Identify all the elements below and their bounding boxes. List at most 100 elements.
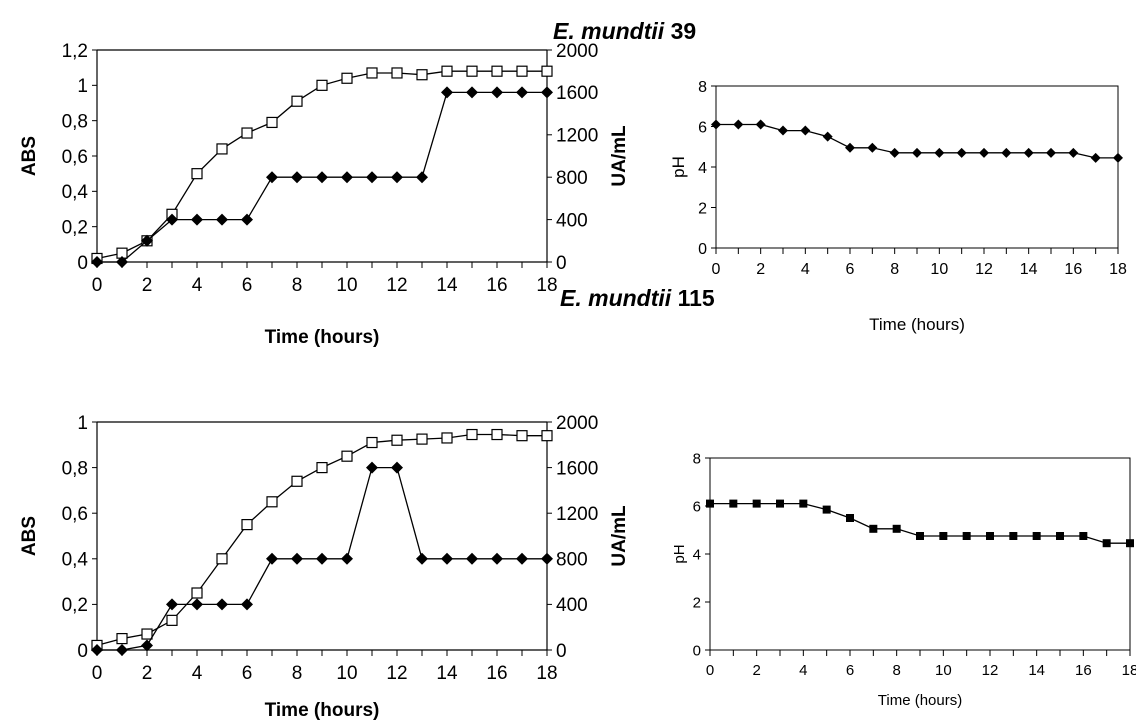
data-point: [979, 147, 989, 158]
strain-title-39: E. mundtii 39: [553, 18, 696, 45]
data-point: [939, 532, 948, 540]
x-tick-label: 10: [935, 662, 952, 679]
x-tick-label: 6: [242, 275, 253, 296]
species-name: E. mundtii: [553, 18, 665, 44]
data-point: [91, 256, 103, 268]
x-tick-label: 8: [292, 275, 303, 296]
y-tick-label: 6: [698, 119, 707, 136]
y2-tick-label: 1600: [556, 83, 598, 104]
data-point: [466, 428, 478, 441]
x-tick-label: 6: [242, 663, 253, 684]
species-name: E. mundtii: [560, 285, 672, 311]
data-point: [316, 79, 328, 91]
data-point: [141, 628, 153, 640]
x-tick-label: 0: [92, 663, 103, 684]
data-point: [706, 499, 714, 508]
data-point: [166, 614, 178, 626]
x-tick-label: 18: [1122, 662, 1136, 679]
data-point: [441, 552, 453, 565]
x-tick-label: 18: [1109, 261, 1127, 278]
data-point: [516, 552, 528, 565]
data-point: [800, 125, 811, 136]
x-tick-label: 14: [1020, 261, 1038, 278]
y-tick-label: 0,4: [62, 550, 89, 571]
data-point: [491, 552, 503, 565]
x-tick-label: 12: [975, 261, 993, 278]
data-point: [986, 532, 994, 540]
y-tick-label: 0,6: [62, 504, 88, 525]
data-point: [776, 499, 784, 508]
data-point: [116, 644, 128, 656]
y2-axis-label: UA/mL: [609, 125, 630, 187]
data-point: [366, 171, 378, 184]
y-tick-label: 0: [77, 253, 88, 274]
data-point: [416, 433, 428, 445]
y-axis-label: pH: [671, 544, 688, 563]
data-point: [191, 587, 203, 599]
y-tick-label: 0: [77, 641, 88, 662]
data-point: [166, 598, 178, 611]
y2-tick-label: 1200: [556, 126, 598, 147]
data-point: [416, 171, 428, 184]
data-point: [962, 532, 971, 540]
data-point: [216, 598, 228, 611]
data-point: [1113, 152, 1123, 163]
data-point: [752, 499, 761, 508]
y2-tick-label: 0: [556, 253, 567, 274]
y-axis-label: pH: [669, 156, 688, 178]
data-point: [116, 632, 128, 645]
data-point: [91, 644, 103, 656]
x-tick-label: 14: [436, 663, 458, 684]
y2-axis-label: UA/mL: [609, 505, 630, 567]
data-point: [541, 552, 553, 565]
data-point: [1102, 539, 1111, 548]
x-tick-label: 6: [846, 261, 855, 278]
data-point: [466, 65, 478, 77]
y2-tick-label: 1600: [556, 458, 598, 479]
data-point: [266, 116, 278, 129]
data-point: [516, 65, 528, 77]
x-tick-label: 8: [892, 662, 900, 679]
data-point: [846, 514, 854, 522]
y-tick-label: 4: [698, 160, 707, 177]
y-tick-label: 0,4: [62, 182, 89, 203]
data-point: [341, 552, 353, 565]
strain-number: 39: [670, 18, 697, 44]
x-axis-label: Time (hours): [265, 700, 380, 721]
y-tick-label: 6: [693, 498, 701, 515]
data-point: [166, 213, 178, 226]
data-point: [934, 147, 945, 158]
y-tick-label: 0,2: [62, 218, 88, 239]
data-point: [216, 553, 228, 565]
data-point: [366, 461, 378, 474]
data-point: [416, 69, 428, 81]
data-point: [1032, 532, 1041, 540]
x-tick-label: 2: [142, 663, 153, 684]
data-point: [1068, 147, 1079, 158]
y-tick-label: 8: [693, 450, 701, 467]
y-tick-label: 1: [77, 76, 88, 97]
data-point: [416, 552, 428, 565]
data-point: [711, 119, 721, 130]
data-point: [912, 147, 922, 158]
data-point: [391, 171, 403, 184]
x-tick-label: 6: [846, 662, 854, 679]
y-tick-label: 1,2: [62, 41, 88, 62]
data-point: [316, 171, 328, 184]
data-point: [191, 168, 203, 180]
y-tick-label: 2: [698, 200, 707, 217]
y2-tick-label: 2000: [556, 41, 598, 62]
data-point: [1056, 532, 1064, 540]
data-point: [541, 430, 553, 442]
x-tick-label: 4: [192, 275, 203, 296]
data-point: [867, 142, 878, 153]
data-point: [733, 119, 744, 130]
y-tick-label: 0,2: [62, 595, 88, 616]
data-point: [191, 598, 203, 611]
x-tick-label: 0: [706, 662, 714, 679]
data-point: [241, 127, 253, 139]
data-point: [291, 95, 303, 107]
data-point: [391, 434, 403, 446]
